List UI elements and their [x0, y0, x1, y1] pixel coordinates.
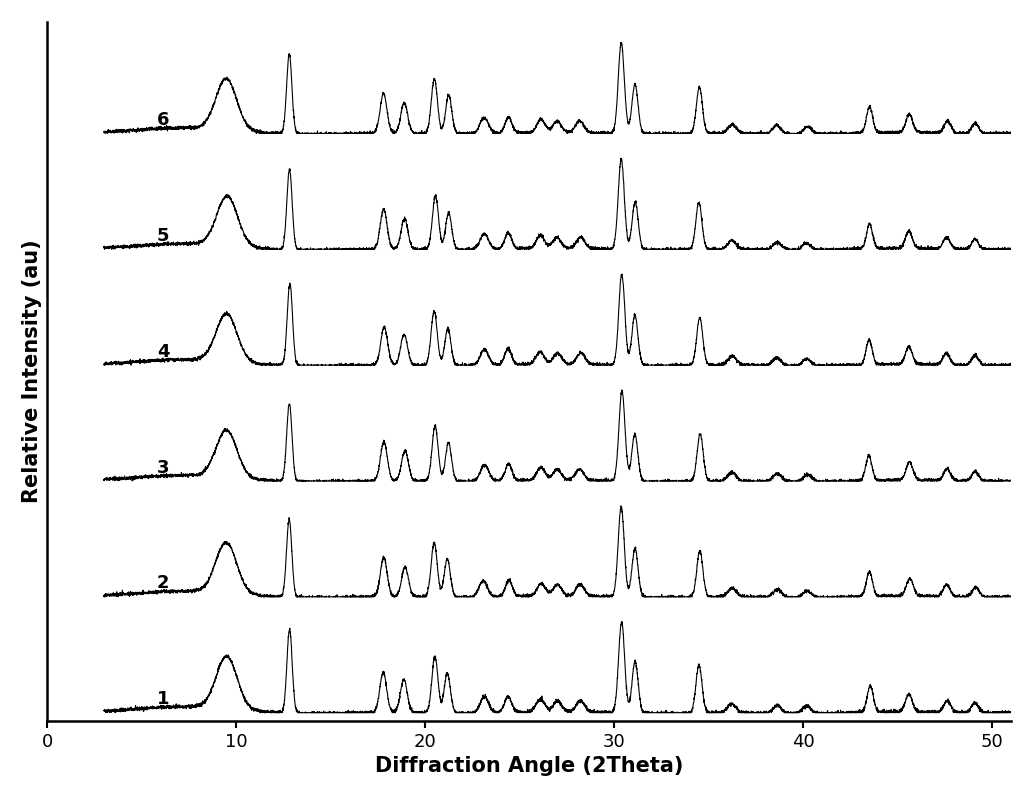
Text: 4: 4 [157, 342, 169, 361]
Text: 2: 2 [157, 575, 169, 592]
Text: 5: 5 [157, 227, 169, 245]
Y-axis label: Relative Intensity (au): Relative Intensity (au) [22, 239, 41, 503]
X-axis label: Diffraction Angle (2Theta): Diffraction Angle (2Theta) [375, 757, 684, 776]
Text: 3: 3 [157, 459, 169, 476]
Text: 1: 1 [157, 690, 169, 709]
Text: 6: 6 [157, 111, 169, 129]
